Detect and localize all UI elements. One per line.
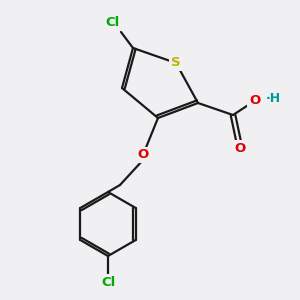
Text: S: S <box>171 56 181 70</box>
Text: ·H: ·H <box>266 92 281 106</box>
Text: O: O <box>249 94 261 106</box>
Text: O: O <box>137 148 148 161</box>
Text: O: O <box>234 142 246 154</box>
Text: Cl: Cl <box>106 16 120 28</box>
Text: Cl: Cl <box>101 275 115 289</box>
